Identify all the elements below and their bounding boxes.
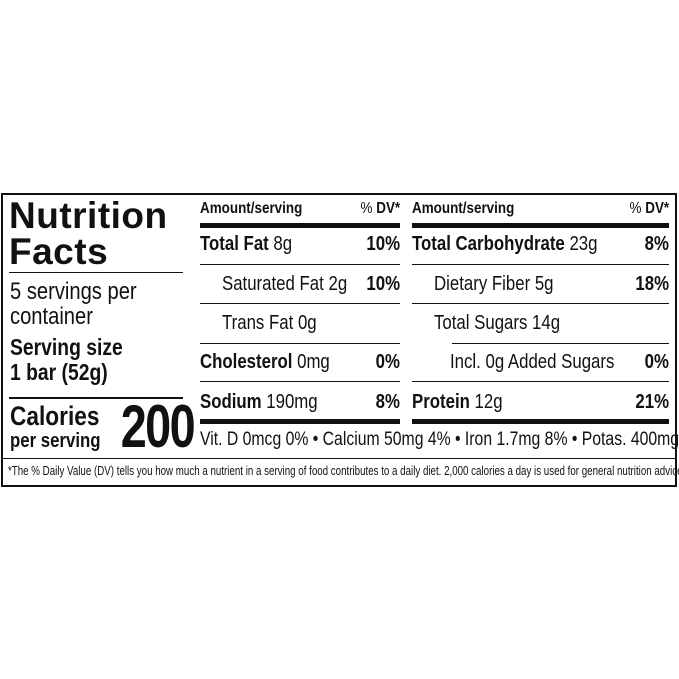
nutrition-facts-label — [1, 193, 677, 487]
nutrient-name: Total Carbohydrate — [412, 233, 565, 255]
nutrient-amount: 0mg — [297, 351, 330, 373]
divider — [200, 264, 400, 265]
nutrient-row: Total Carbohydrate 23g — [412, 232, 633, 256]
nutrient-daily-value: 0% — [375, 351, 400, 373]
nutrient-daily-value: 10% — [366, 233, 400, 255]
thick-divider — [412, 419, 669, 424]
nutrient-amount: 5g — [534, 273, 554, 295]
nutrient-name: Cholesterol — [200, 351, 293, 373]
nutrient-row: Sodium 190mg — [200, 390, 340, 414]
nutrient-name: Total Sugars — [434, 312, 528, 334]
nutrient-name: Saturated Fat — [222, 273, 324, 295]
vitamins-minerals: Vit. D 0mcg 0% • Calcium 50mg 4% • Iron … — [200, 429, 679, 450]
nutrient-name: Incl. 0g Added Sugars — [450, 351, 615, 373]
nutrient-row: Dietary Fiber 5g — [434, 272, 576, 296]
nutrient-amount: 190mg — [266, 391, 318, 413]
nutrient-row: Trans Fat 0g — [222, 311, 335, 335]
nutrient-daily-value: 21% — [635, 391, 669, 413]
nutrient-daily-value: 10% — [366, 273, 400, 295]
divider — [412, 264, 669, 265]
nutrient-daily-value: 8% — [644, 233, 669, 255]
nutrient-row: Total Fat 8g — [200, 232, 310, 256]
divider — [200, 343, 400, 344]
nutrient-daily-value: 18% — [635, 273, 669, 295]
calories-value: 200 — [120, 393, 196, 460]
servings-per-container: 5 servings per — [10, 278, 137, 305]
calories-label: Calories — [10, 401, 100, 431]
nutrient-name: Dietary Fiber — [434, 273, 531, 295]
nutrient-row: Total Sugars 14g — [434, 311, 584, 335]
header-amount-per-serving: Amount/serving — [200, 200, 303, 217]
serving-size-value: 1 bar (52g) — [10, 359, 108, 385]
divider — [3, 458, 675, 459]
header-daily-value: % DV* — [360, 200, 400, 217]
nutrient-amount: 0g — [297, 312, 317, 334]
nutrient-row: Saturated Fat 2g — [222, 272, 371, 296]
servings-per-container-cont: container — [10, 303, 93, 330]
thick-divider — [200, 419, 400, 424]
header-amount-per-serving: Amount/serving — [412, 200, 515, 217]
nutrient-amount: 23g — [569, 233, 598, 255]
thick-divider — [412, 223, 669, 228]
nutrient-amount: 14g — [532, 312, 561, 334]
serving-size-label: Serving size — [10, 334, 123, 360]
nutrient-name: Total Fat — [200, 233, 269, 255]
nutrient-row: Protein 12g — [412, 390, 520, 414]
thick-divider — [200, 223, 400, 228]
nutrient-name: Sodium — [200, 391, 262, 413]
nutrient-amount: 12g — [474, 391, 503, 413]
title-nutrition: Nutrition — [9, 195, 168, 236]
per-serving-label: per serving — [10, 430, 101, 452]
nutrient-name: Protein — [412, 391, 470, 413]
nutrient-amount: 2g — [328, 273, 348, 295]
nutrient-daily-value: 0% — [644, 351, 669, 373]
divider — [200, 381, 400, 382]
divider — [9, 397, 183, 399]
nutrient-row: Cholesterol 0mg — [200, 350, 355, 374]
nutrient-name: Trans Fat — [222, 312, 294, 334]
title-facts: Facts — [9, 231, 109, 272]
nutrient-daily-value: 8% — [375, 391, 400, 413]
divider — [412, 381, 669, 382]
divider — [200, 303, 400, 304]
divider — [9, 272, 183, 273]
nutrient-row: Incl. 0g Added Sugars — [450, 350, 646, 374]
footnote: *The % Daily Value (DV) tells you how mu… — [8, 464, 679, 478]
divider — [412, 303, 669, 304]
divider — [452, 343, 669, 344]
nutrient-amount: 8g — [273, 233, 293, 255]
header-daily-value: % DV* — [629, 200, 669, 217]
